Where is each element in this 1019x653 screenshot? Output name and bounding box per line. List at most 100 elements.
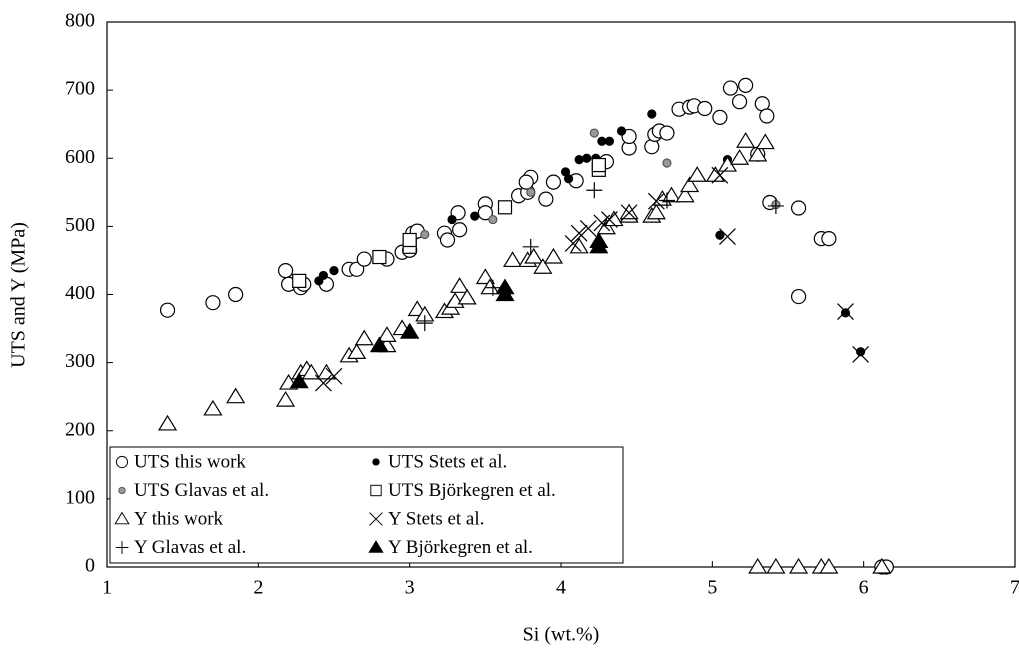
point [289, 372, 309, 389]
point [563, 174, 574, 184]
legend-label: UTS Glavas et al. [134, 480, 269, 501]
point [680, 176, 700, 193]
point [457, 288, 477, 305]
point [524, 247, 544, 264]
point [755, 133, 775, 150]
point [712, 109, 728, 125]
point [477, 205, 493, 221]
point [276, 390, 296, 407]
point [452, 222, 468, 238]
point [450, 277, 470, 293]
point [543, 247, 563, 264]
point [620, 204, 638, 222]
legend-label: UTS Björkegren et al. [388, 480, 556, 501]
point [470, 211, 480, 221]
y-tick-label: 700 [65, 78, 95, 100]
point [748, 557, 768, 574]
point [347, 343, 367, 360]
point [484, 279, 501, 296]
x-axis-title: Si (wt.%) [523, 624, 600, 646]
point [292, 273, 307, 288]
point [545, 174, 562, 190]
legend-marker [114, 511, 130, 525]
point [369, 336, 389, 353]
point [228, 286, 244, 303]
point [837, 303, 854, 320]
point [569, 237, 589, 254]
point [400, 322, 420, 339]
y-tick-label: 0 [85, 555, 95, 577]
point [314, 374, 332, 392]
point [591, 157, 606, 173]
point [522, 238, 539, 255]
point [659, 125, 675, 141]
legend: UTS this work UTS Stets et al. UTS Glavas … [109, 446, 624, 564]
legend-label: Y Björkegren et al. [388, 537, 533, 558]
point [766, 557, 786, 574]
point [589, 232, 609, 248]
legend-marker [369, 512, 383, 526]
point [819, 557, 839, 574]
point [856, 347, 866, 357]
point [488, 214, 498, 225]
point [277, 263, 294, 279]
point [203, 399, 223, 416]
point [439, 232, 456, 248]
x-tick-label: 7 [1010, 577, 1019, 599]
point [538, 191, 554, 207]
point [738, 77, 754, 93]
point [356, 251, 372, 267]
point [711, 166, 729, 184]
point [719, 228, 736, 246]
point [736, 132, 756, 148]
legend-marker [118, 486, 126, 495]
point [226, 387, 246, 404]
y-tick-label: 100 [65, 486, 95, 508]
point [570, 224, 588, 242]
legend-label: UTS Stets et al. [388, 451, 507, 472]
y-tick-label: 400 [65, 282, 95, 304]
point [821, 231, 837, 247]
point [759, 108, 775, 124]
point [675, 186, 695, 203]
point [354, 329, 374, 346]
point [564, 234, 582, 252]
point [722, 80, 739, 96]
point [730, 149, 750, 165]
point [325, 367, 343, 385]
x-tick-label: 2 [253, 577, 263, 599]
legend-marker [372, 458, 380, 466]
legend-marker [370, 484, 382, 497]
y-tick-label: 800 [65, 10, 95, 32]
point [533, 258, 553, 274]
point [601, 211, 618, 228]
y-tick-label: 200 [65, 418, 95, 440]
point [748, 145, 768, 162]
point [574, 155, 584, 165]
point [647, 109, 657, 119]
point [589, 128, 599, 138]
legend-label: Y Stets et al. [388, 508, 484, 529]
point [647, 192, 665, 210]
point [646, 203, 666, 220]
legend-label: Y this work [134, 508, 224, 529]
point [790, 200, 807, 216]
point [789, 557, 809, 574]
point [840, 308, 851, 318]
point [420, 229, 430, 240]
x-tick-label: 5 [707, 577, 717, 599]
point [767, 197, 784, 214]
point [579, 219, 597, 237]
point [159, 302, 176, 318]
point [416, 315, 433, 332]
x-tick-label: 4 [556, 577, 566, 599]
point [157, 414, 178, 431]
point [205, 295, 221, 311]
point [582, 153, 592, 163]
x-tick-label: 3 [405, 577, 415, 599]
point [731, 94, 748, 110]
point [377, 326, 397, 342]
point [518, 174, 534, 190]
point [662, 158, 672, 168]
